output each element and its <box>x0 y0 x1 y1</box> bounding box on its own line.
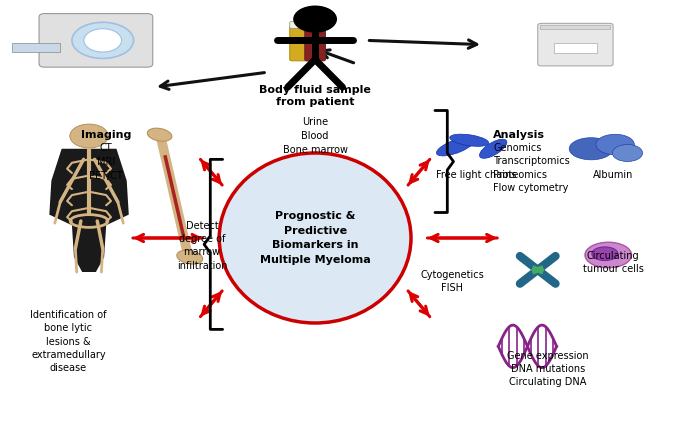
Text: Body fluid sample
from patient: Body fluid sample from patient <box>259 85 371 108</box>
FancyBboxPatch shape <box>290 22 310 28</box>
FancyBboxPatch shape <box>538 23 613 66</box>
Polygon shape <box>49 149 129 272</box>
Text: Genomics
Transcriptomics
Proteomics
Flow cytometry: Genomics Transcriptomics Proteomics Flow… <box>493 143 570 193</box>
Text: Free light chains: Free light chains <box>436 170 516 180</box>
Text: Prognostic &
Predictive
Biomarkers in
Multiple Myeloma: Prognostic & Predictive Biomarkers in Mu… <box>260 211 371 265</box>
Ellipse shape <box>479 139 507 159</box>
Text: CT
MRI
PET/CT: CT MRI PET/CT <box>89 143 123 181</box>
Ellipse shape <box>592 247 618 261</box>
FancyBboxPatch shape <box>305 22 325 28</box>
Text: Gene expression
DNA mutations
Circulating DNA: Gene expression DNA mutations Circulatin… <box>507 351 589 387</box>
Ellipse shape <box>450 134 488 146</box>
Ellipse shape <box>219 153 411 323</box>
Circle shape <box>70 124 108 148</box>
Text: Detect
degree of
marrow
infiltration: Detect degree of marrow infiltration <box>177 221 227 271</box>
Ellipse shape <box>177 250 203 264</box>
Ellipse shape <box>569 138 613 160</box>
FancyBboxPatch shape <box>12 42 60 52</box>
FancyBboxPatch shape <box>39 14 153 67</box>
Ellipse shape <box>436 137 475 156</box>
Text: Imaging: Imaging <box>81 130 132 140</box>
Ellipse shape <box>147 128 172 141</box>
Text: Identification of
bone lytic
lesions &
extramedullary
disease: Identification of bone lytic lesions & e… <box>30 310 107 373</box>
Ellipse shape <box>72 23 134 59</box>
Text: Urine
Blood
Bone marrow: Urine Blood Bone marrow <box>283 117 347 155</box>
Text: Analysis: Analysis <box>493 130 545 140</box>
Ellipse shape <box>612 144 643 162</box>
FancyBboxPatch shape <box>305 26 325 61</box>
Circle shape <box>293 6 337 33</box>
Ellipse shape <box>596 134 634 155</box>
Text: Cytogenetics
FISH: Cytogenetics FISH <box>420 270 484 293</box>
Ellipse shape <box>585 242 632 268</box>
FancyBboxPatch shape <box>540 25 610 29</box>
FancyBboxPatch shape <box>290 26 310 61</box>
Text: Circulating
tumour cells: Circulating tumour cells <box>583 251 643 274</box>
Text: Albumin: Albumin <box>593 170 633 180</box>
Ellipse shape <box>84 29 122 52</box>
FancyBboxPatch shape <box>554 42 597 53</box>
